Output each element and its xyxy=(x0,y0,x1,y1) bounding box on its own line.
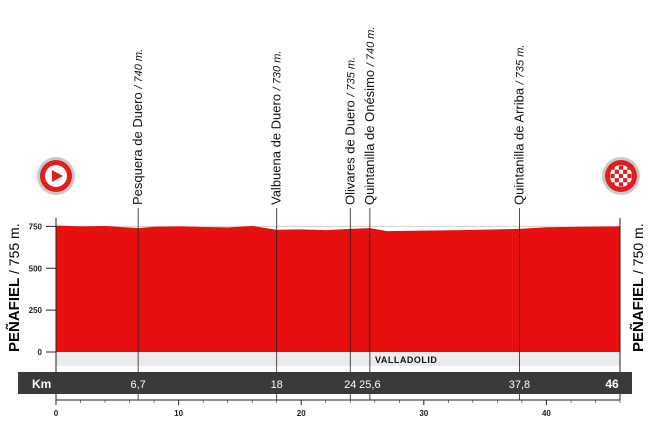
km-value: 24 xyxy=(344,379,356,391)
checker-square xyxy=(614,178,619,183)
waypoint-label: Pesquera de Duero / 740 m. xyxy=(130,49,145,205)
km-value: 25,6 xyxy=(359,379,380,391)
checker-square xyxy=(610,165,615,170)
region-strip xyxy=(56,352,620,366)
km-bar-label: Km xyxy=(32,377,51,391)
checker-square xyxy=(618,165,624,170)
km-value: 37,8 xyxy=(509,379,530,391)
checker-square xyxy=(618,182,624,187)
checker-square xyxy=(618,173,624,179)
y-tick-label: 0 xyxy=(38,348,43,357)
waypoint-label: Olivares de Duero / 735 m. xyxy=(342,57,357,205)
x-tick-label: 10 xyxy=(174,409,183,418)
x-tick-label: 0 xyxy=(54,409,59,418)
checker-square xyxy=(623,169,628,174)
checker-square xyxy=(623,178,628,183)
waypoint-label: Valbuena de Duero / 730 m. xyxy=(269,51,284,205)
finish-km-value: 46 xyxy=(605,377,619,391)
km-bar xyxy=(18,372,632,394)
km-value: 6,7 xyxy=(130,379,145,391)
x-tick-label: 40 xyxy=(542,409,551,418)
checker-square xyxy=(610,182,615,187)
x-tick-label: 30 xyxy=(419,409,428,418)
y-tick-label: 750 xyxy=(29,222,43,231)
finish-town-label: PEÑAFIEL xyxy=(629,278,647,352)
checker-square xyxy=(610,173,615,179)
waypoint-label: Quintanilla de Onésimo / 740 m. xyxy=(362,27,377,206)
checker-square xyxy=(627,182,632,187)
y-tick-label: 500 xyxy=(29,264,43,273)
km-value: 18 xyxy=(271,379,283,391)
waypoint-label: Quintanilla de Arriba / 735 m. xyxy=(511,45,526,205)
checker-square xyxy=(627,173,632,179)
region-label: VALLADOLID xyxy=(375,355,437,365)
start-town-label: PEÑAFIEL xyxy=(5,278,23,352)
finish-altitude-label: / 750 m. xyxy=(630,223,646,274)
y-tick-label: 250 xyxy=(29,306,43,315)
checkered-flag-icon xyxy=(602,157,640,195)
start-altitude-label: / 755 m. xyxy=(6,223,22,274)
start-icon xyxy=(37,157,75,195)
elevation-profile-area xyxy=(56,225,620,352)
checker-square xyxy=(614,169,619,174)
x-tick-label: 20 xyxy=(297,409,306,418)
checker-square xyxy=(627,165,632,170)
